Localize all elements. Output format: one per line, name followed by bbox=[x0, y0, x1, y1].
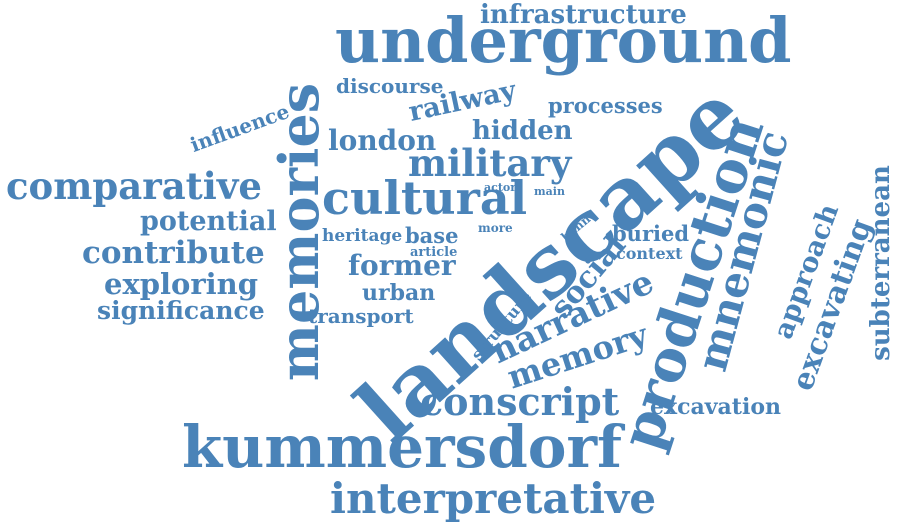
word-more: more bbox=[478, 221, 513, 235]
word-main: main bbox=[534, 185, 565, 198]
word-infrastructure: infrastructure bbox=[480, 0, 687, 30]
word-potential: potential bbox=[140, 206, 277, 237]
word-military: military bbox=[408, 141, 572, 185]
word-cultural: cultural bbox=[322, 171, 528, 225]
word-memories: memories bbox=[267, 82, 332, 382]
word-contribute: contribute bbox=[82, 235, 265, 271]
word-actor: actor bbox=[484, 181, 517, 194]
word-conscript: conscript bbox=[420, 379, 620, 424]
word-hidden: hidden bbox=[472, 116, 573, 146]
word-interpretative: interpretative bbox=[330, 474, 657, 523]
word-london: london bbox=[328, 124, 437, 157]
word-kummersdorf: kummersdorf bbox=[182, 413, 622, 481]
word-transport: transport bbox=[308, 304, 414, 328]
word-base: base bbox=[405, 223, 459, 248]
word-comparative: comparative bbox=[6, 164, 262, 208]
word-heritage: heritage bbox=[322, 226, 403, 246]
word-excavation: excavation bbox=[650, 394, 781, 420]
word-significance: significance bbox=[97, 296, 265, 325]
word-subterranean: subterranean bbox=[865, 165, 896, 361]
word-buried: buried bbox=[612, 221, 690, 246]
word-exploring: exploring bbox=[104, 267, 259, 301]
word-urban: urban bbox=[362, 280, 436, 306]
word-processes: processes bbox=[548, 93, 663, 118]
word-underground: underground bbox=[335, 4, 792, 77]
word-context: context bbox=[616, 244, 683, 263]
word-article: article bbox=[410, 245, 458, 260]
word-discourse: discourse bbox=[336, 74, 444, 98]
word-former: former bbox=[348, 249, 456, 282]
